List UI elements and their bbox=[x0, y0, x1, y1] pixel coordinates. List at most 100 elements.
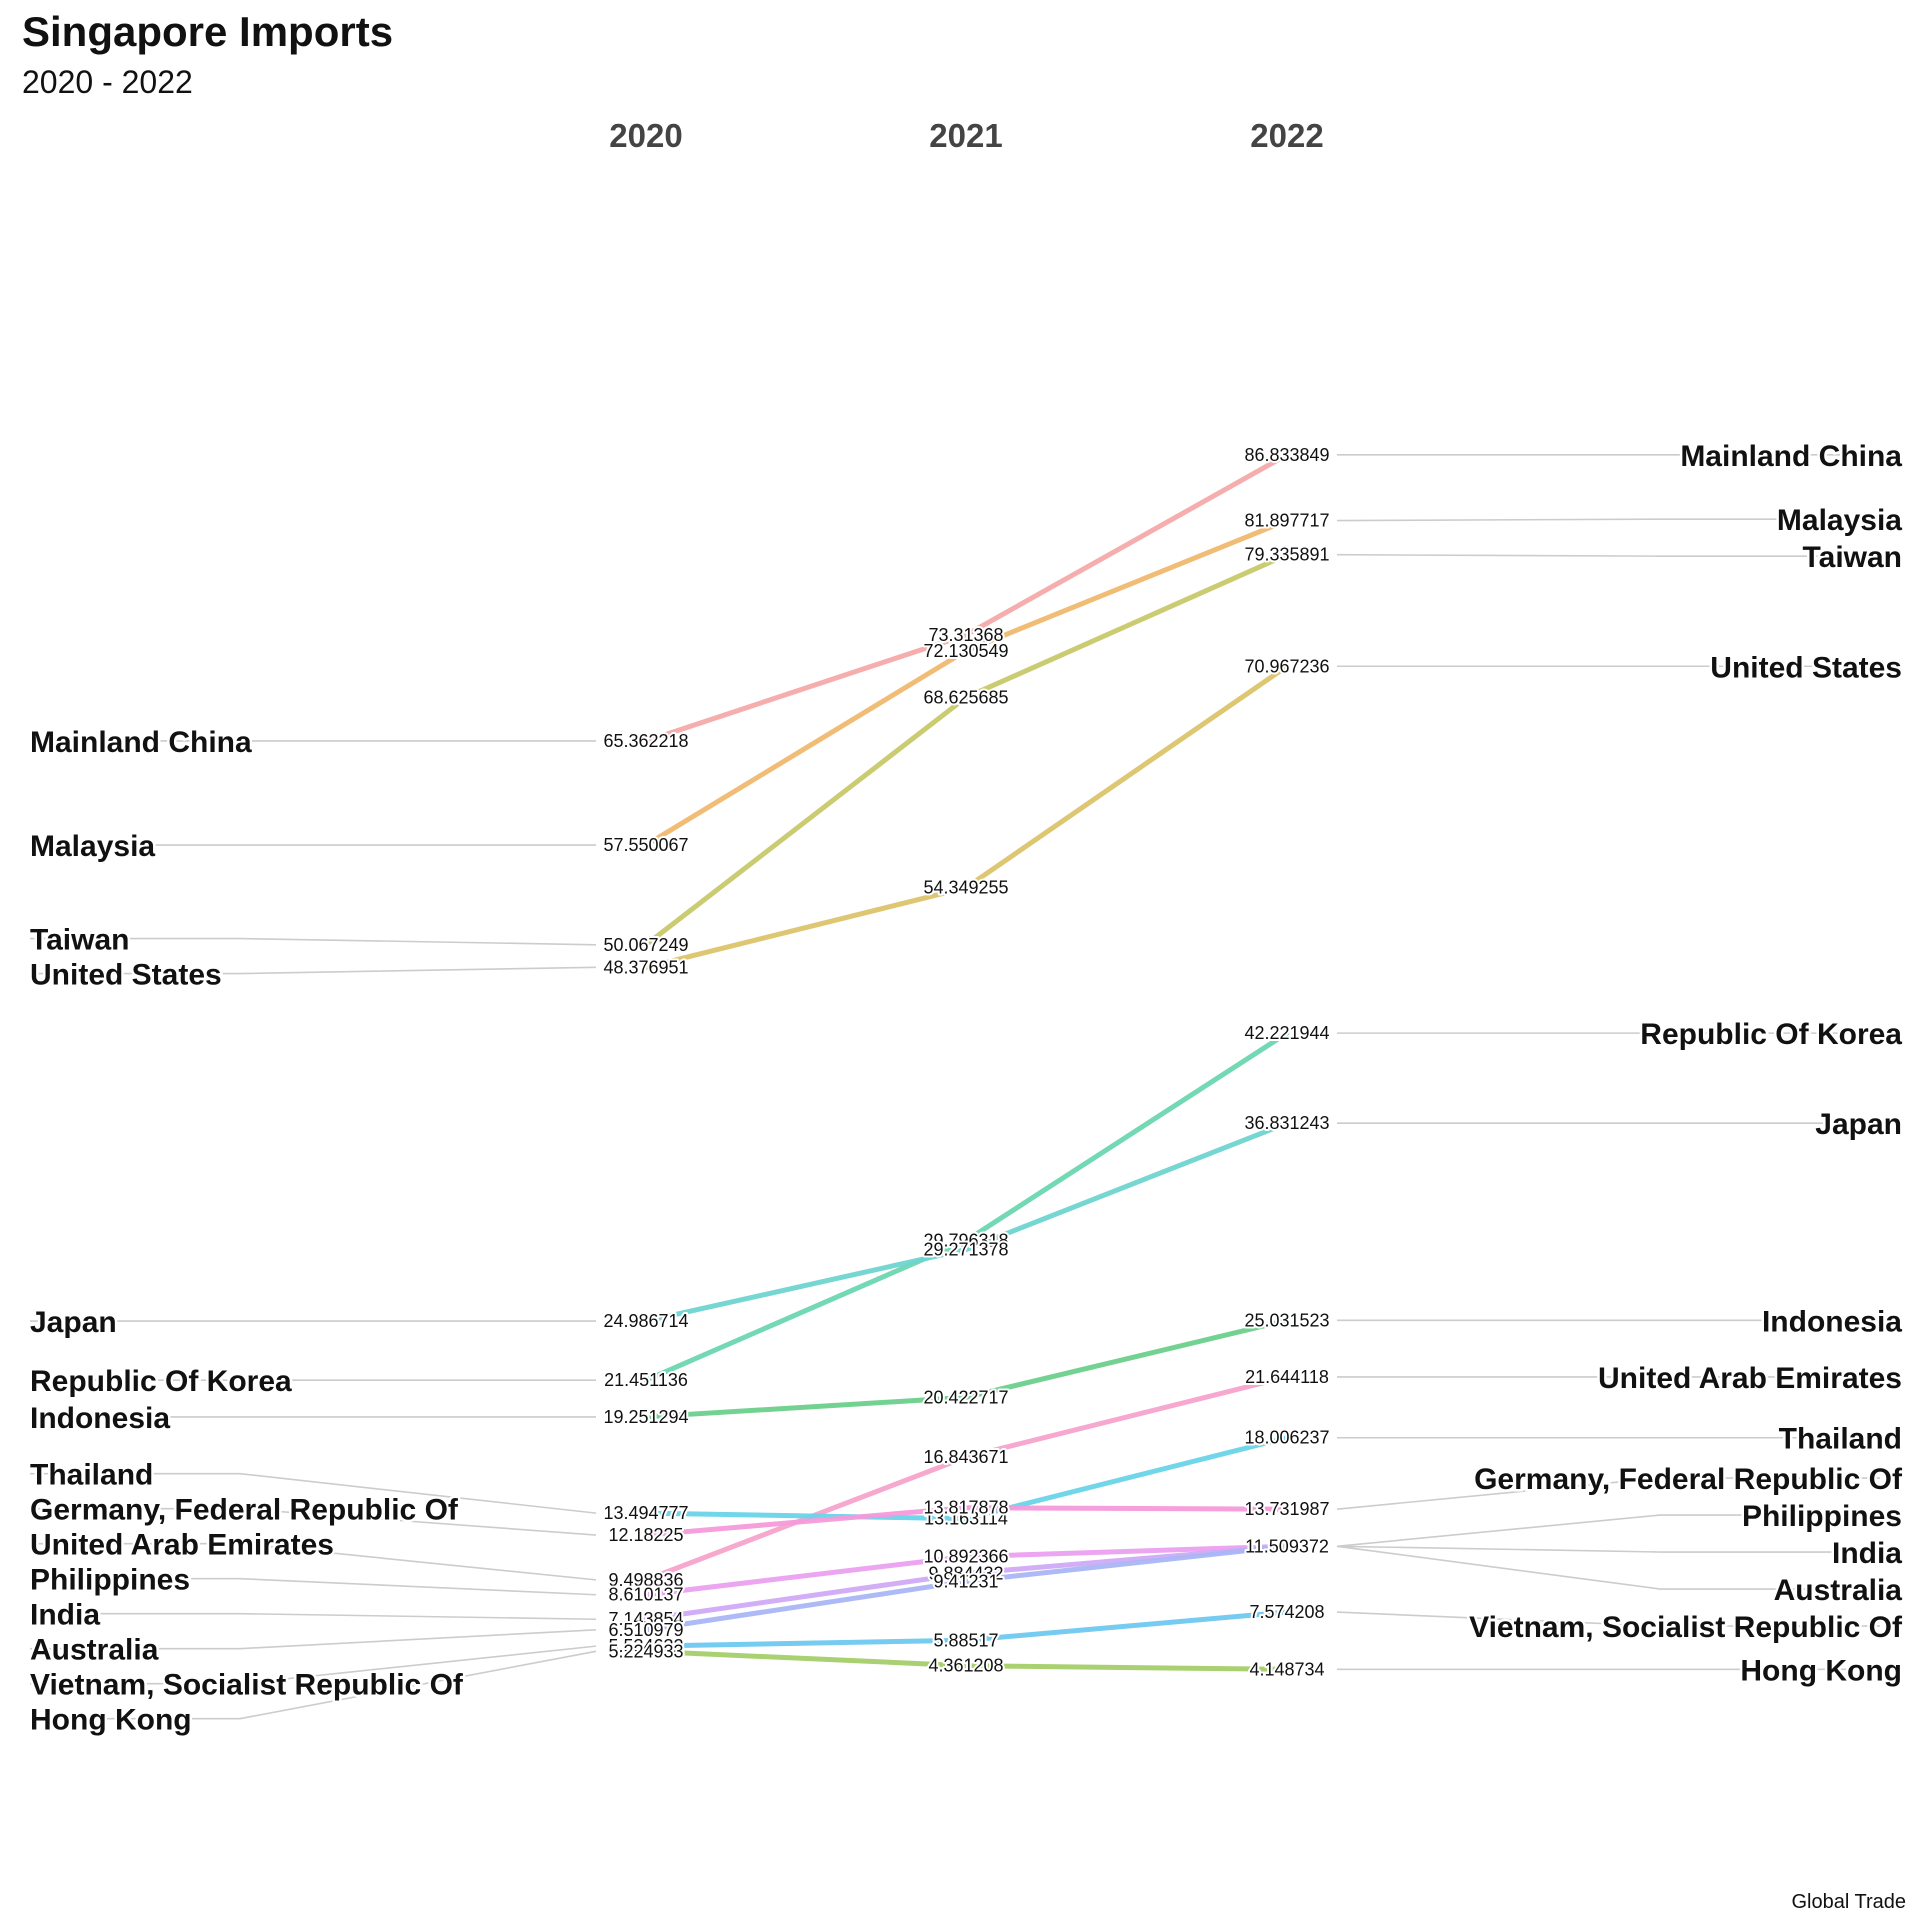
series-line-germany-federal-republic-of bbox=[643, 1505, 1290, 1538]
leader-line-left-india bbox=[30, 1612, 597, 1621]
country-label-left-united-states: United States bbox=[30, 959, 222, 992]
leader-line-left-hong-kong bbox=[30, 1650, 597, 1720]
country-label-left-malaysia: Malaysia bbox=[30, 830, 155, 863]
value-label-hong-kong-2020: 5.224933 bbox=[608, 1641, 683, 1661]
series-line-united-arab-emirates bbox=[643, 1374, 1290, 1583]
leader-line-right-vietnam-socialist-republic-of bbox=[1336, 1611, 1880, 1627]
country-label-left-australia: Australia bbox=[30, 1634, 159, 1667]
value-label-republic-of-korea-2021: 29.796318 bbox=[923, 1231, 1008, 1251]
value-label-taiwan-2022: 79.335891 bbox=[1244, 545, 1329, 565]
value-label-japan-2022: 36.831243 bbox=[1244, 1113, 1329, 1133]
value-label-philippines-2021: 10.892366 bbox=[923, 1547, 1008, 1567]
country-label-right-republic-of-korea: Republic Of Korea bbox=[1640, 1018, 1902, 1051]
country-label-left-taiwan: Taiwan bbox=[30, 924, 129, 957]
series-line-india bbox=[643, 1543, 1290, 1622]
value-label-republic-of-korea-2022: 42.221944 bbox=[1244, 1023, 1329, 1043]
series-line-indonesia bbox=[643, 1317, 1290, 1420]
series-line-philippines bbox=[643, 1543, 1290, 1598]
value-label-mainland-china-2021: 73.31368 bbox=[928, 625, 1003, 645]
value-label-republic-of-korea-2020: 21.451136 bbox=[604, 1370, 688, 1390]
value-label-vietnam-socialist-republic-of-2021: 5.88517 bbox=[933, 1630, 998, 1650]
value-label-philippines-2020: 8.610137 bbox=[608, 1585, 683, 1605]
value-label-mainland-china-2022: 86.833849 bbox=[1244, 445, 1329, 465]
country-label-right-philippines: Philippines bbox=[1742, 1500, 1902, 1533]
country-label-left-indonesia: Indonesia bbox=[30, 1402, 170, 1435]
value-label-thailand-2020: 13.494777 bbox=[603, 1503, 688, 1523]
value-label-germany-federal-republic-of-2020: 12.18225 bbox=[608, 1525, 683, 1545]
country-label-right-australia: Australia bbox=[1774, 1574, 1903, 1607]
country-label-right-india: India bbox=[1832, 1537, 1902, 1570]
leader-line-right-malaysia bbox=[1336, 518, 1880, 522]
series-line-japan bbox=[643, 1120, 1290, 1324]
country-label-right-united-arab-emirates: United Arab Emirates bbox=[1598, 1362, 1902, 1395]
country-label-left-germany-federal-republic-of: Germany, Federal Republic Of bbox=[30, 1494, 459, 1527]
country-label-right-thailand: Thailand bbox=[1779, 1423, 1902, 1456]
value-label-vietnam-socialist-republic-of-2020: 5.534632 bbox=[608, 1636, 683, 1656]
leader-line-left-united-arab-emirates bbox=[30, 1542, 597, 1581]
value-label-thailand-2022: 18.006237 bbox=[1244, 1428, 1329, 1448]
value-label-thailand-2021: 13.163114 bbox=[924, 1509, 1008, 1529]
country-label-left-united-arab-emirates: United Arab Emirates bbox=[30, 1529, 334, 1562]
leader-line-left-australia bbox=[30, 1629, 597, 1650]
country-label-right-indonesia: Indonesia bbox=[1762, 1305, 1902, 1338]
series-line-malaysia bbox=[643, 518, 1290, 848]
year-header-2022: 2022 bbox=[1250, 117, 1323, 154]
country-label-left-vietnam-socialist-republic-of: Vietnam, Socialist Republic Of bbox=[30, 1669, 464, 1702]
value-label-australia-2021: 9.41231 bbox=[933, 1571, 998, 1591]
leader-line-right-germany-federal-republic-of bbox=[1336, 1477, 1880, 1510]
country-label-right-japan: Japan bbox=[1815, 1108, 1902, 1141]
value-label-vietnam-socialist-republic-of-2022: 7.574208 bbox=[1249, 1602, 1324, 1622]
value-label-taiwan-2020: 50.067249 bbox=[603, 935, 688, 955]
series-line-vietnam-socialist-republic-of bbox=[643, 1609, 1290, 1649]
country-label-left-india: India bbox=[30, 1599, 100, 1632]
country-label-left-japan: Japan bbox=[30, 1306, 117, 1339]
year-header-2021: 2021 bbox=[929, 117, 1002, 154]
value-label-india-2022: 11.509372 bbox=[1245, 1536, 1329, 1556]
series-line-thailand bbox=[643, 1435, 1290, 1522]
leader-line-left-thailand bbox=[30, 1472, 597, 1514]
leader-line-left-taiwan bbox=[30, 937, 597, 946]
series-line-republic-of-korea bbox=[643, 1030, 1290, 1383]
country-label-right-taiwan: Taiwan bbox=[1803, 541, 1902, 574]
country-label-left-hong-kong: Hong Kong bbox=[30, 1704, 192, 1737]
chart-subtitle: 2020 - 2022 bbox=[22, 64, 193, 100]
value-label-united-states-2020: 48.376951 bbox=[603, 957, 688, 977]
series-line-united-states bbox=[643, 663, 1290, 970]
value-label-indonesia-2021: 20.422717 bbox=[923, 1387, 1008, 1407]
value-label-hong-kong-2021: 4.361208 bbox=[928, 1656, 1003, 1676]
leader-line-right-australia bbox=[1336, 1545, 1880, 1590]
value-label-united-states-2022: 70.967236 bbox=[1244, 656, 1329, 676]
leader-line-left-germany-federal-republic-of bbox=[30, 1507, 597, 1536]
value-label-taiwan-2021: 68.625685 bbox=[923, 687, 1008, 707]
country-label-right-hong-kong: Hong Kong bbox=[1740, 1654, 1902, 1687]
leader-line-right-india bbox=[1336, 1545, 1880, 1553]
value-label-japan-2021: 29.271378 bbox=[923, 1240, 1008, 1260]
value-label-united-arab-emirates-2022: 21.644118 bbox=[1245, 1367, 1329, 1387]
value-label-malaysia-2022: 81.897717 bbox=[1244, 511, 1329, 531]
series-line-taiwan bbox=[643, 552, 1290, 948]
leader-line-left-philippines bbox=[30, 1577, 597, 1596]
leader-line-right-taiwan bbox=[1336, 553, 1880, 557]
chart-caption: Global Trade bbox=[1791, 1891, 1906, 1913]
value-label-united-arab-emirates-2021: 16.843671 bbox=[923, 1447, 1008, 1467]
leader-line-right-philippines bbox=[1336, 1514, 1880, 1548]
value-label-malaysia-2021: 72.130549 bbox=[923, 641, 1008, 661]
country-label-left-philippines: Philippines bbox=[30, 1564, 190, 1597]
value-label-india-2020: 7.143854 bbox=[608, 1609, 683, 1629]
value-label-malaysia-2020: 57.550067 bbox=[603, 835, 688, 855]
value-label-united-states-2021: 54.349255 bbox=[923, 878, 1008, 898]
value-label-australia-2020: 6.510979 bbox=[608, 1620, 683, 1640]
value-label-germany-federal-republic-of-2021: 13.817878 bbox=[923, 1498, 1008, 1518]
value-label-japan-2020: 24.986714 bbox=[603, 1311, 688, 1331]
leader-line-left-united-states bbox=[30, 966, 597, 975]
value-label-indonesia-2020: 19.251294 bbox=[603, 1407, 688, 1427]
series-line-australia bbox=[643, 1543, 1290, 1633]
chart-title: Singapore Imports bbox=[22, 8, 394, 55]
country-label-left-thailand: Thailand bbox=[30, 1459, 153, 1492]
value-label-philippines-2022: 11.509372 bbox=[1245, 1536, 1329, 1556]
country-label-left-republic-of-korea: Republic Of Korea bbox=[30, 1365, 292, 1398]
value-label-indonesia-2022: 25.031523 bbox=[1244, 1310, 1329, 1330]
value-label-united-arab-emirates-2020: 9.498836 bbox=[608, 1570, 683, 1590]
value-label-india-2021: 9.884432 bbox=[928, 1563, 1003, 1583]
